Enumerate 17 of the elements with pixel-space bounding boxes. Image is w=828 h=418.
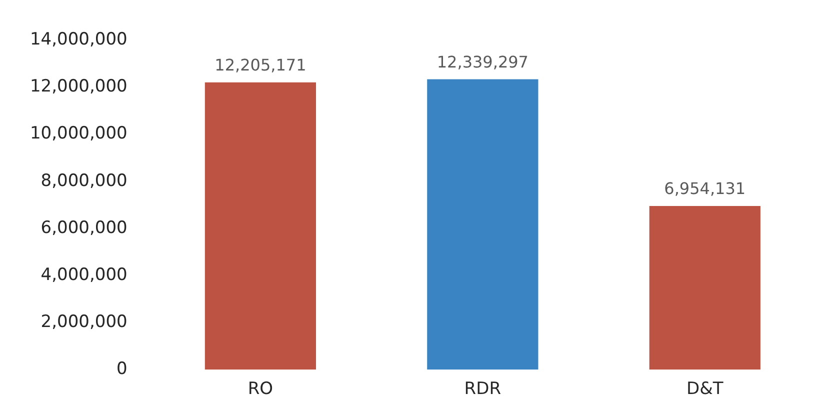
bar bbox=[427, 79, 538, 370]
y-tick-label: 14,000,000 bbox=[30, 30, 128, 50]
y-tick-label: 10,000,000 bbox=[30, 124, 128, 144]
data-label: 12,339,297 bbox=[436, 52, 528, 72]
y-tick-label: 2,000,000 bbox=[40, 312, 128, 332]
y-tick-label: 6,000,000 bbox=[40, 218, 128, 238]
x-tick-label: D&T bbox=[686, 379, 724, 400]
y-tick-label: 0 bbox=[116, 359, 128, 380]
x-tick-label: RO bbox=[248, 379, 274, 400]
x-tick-label: RDR bbox=[464, 379, 502, 400]
data-label: 6,954,131 bbox=[664, 179, 746, 198]
bar bbox=[649, 206, 760, 370]
y-tick-label: 12,000,000 bbox=[30, 76, 128, 97]
bar bbox=[204, 82, 316, 370]
data-label: 12,205,171 bbox=[214, 56, 306, 75]
y-tick-label: 8,000,000 bbox=[40, 170, 128, 191]
y-tick-label: 4,000,000 bbox=[40, 264, 128, 285]
